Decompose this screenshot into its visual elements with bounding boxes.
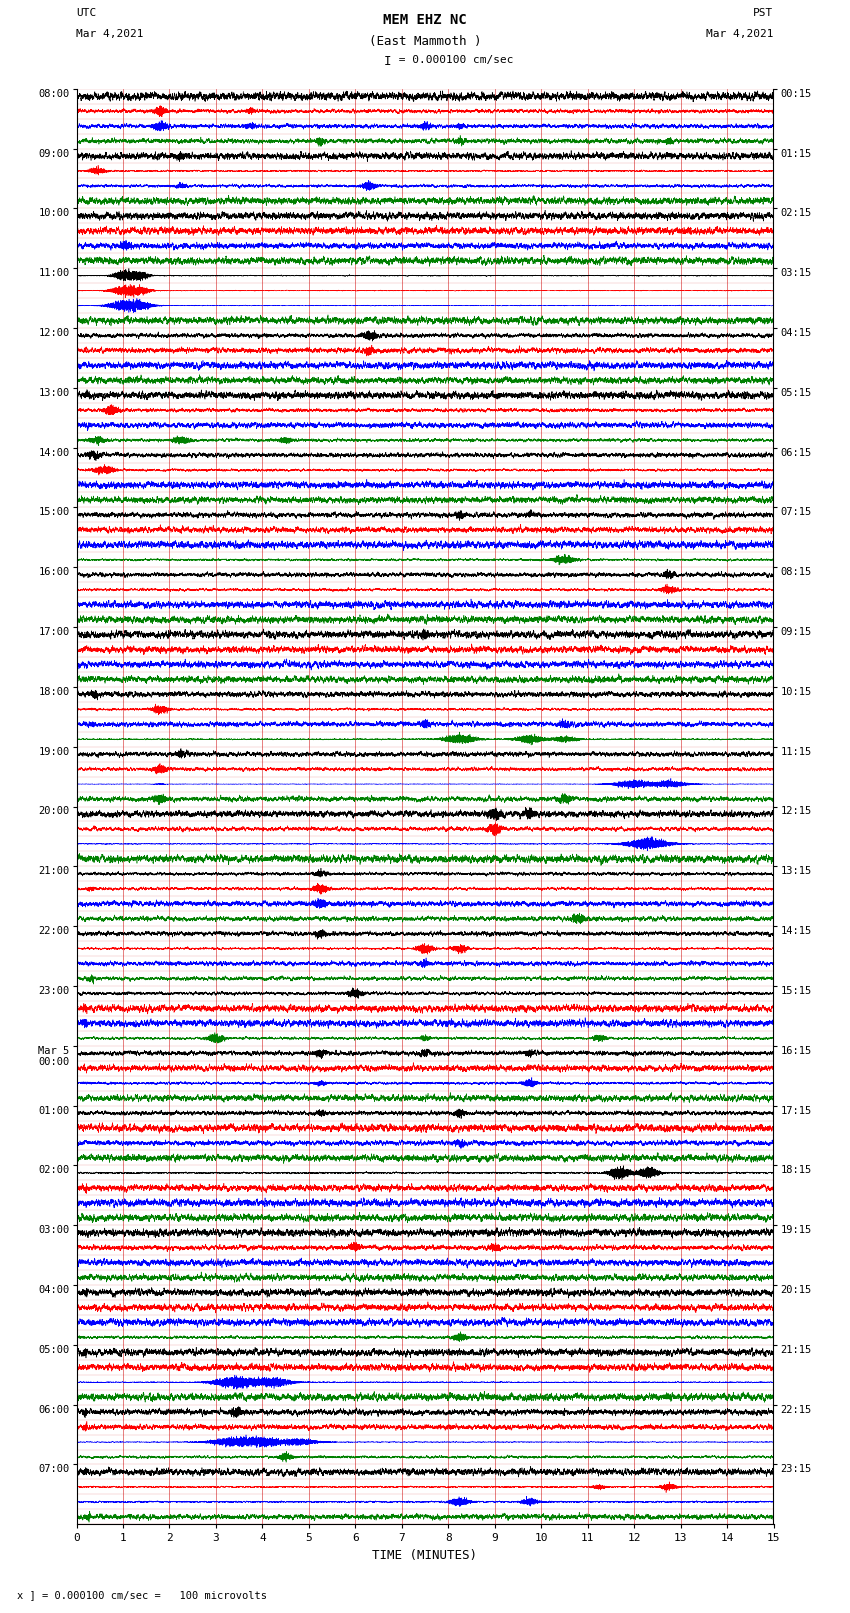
Text: I: I bbox=[383, 55, 391, 68]
Text: MEM EHZ NC: MEM EHZ NC bbox=[383, 13, 467, 27]
Text: x ] = 0.000100 cm/sec =   100 microvolts: x ] = 0.000100 cm/sec = 100 microvolts bbox=[17, 1590, 267, 1600]
Text: (East Mammoth ): (East Mammoth ) bbox=[369, 35, 481, 48]
Text: = 0.000100 cm/sec: = 0.000100 cm/sec bbox=[392, 55, 513, 65]
X-axis label: TIME (MINUTES): TIME (MINUTES) bbox=[372, 1548, 478, 1561]
Text: UTC: UTC bbox=[76, 8, 97, 18]
Text: PST: PST bbox=[753, 8, 774, 18]
Text: Mar 4,2021: Mar 4,2021 bbox=[76, 29, 144, 39]
Text: Mar 4,2021: Mar 4,2021 bbox=[706, 29, 774, 39]
